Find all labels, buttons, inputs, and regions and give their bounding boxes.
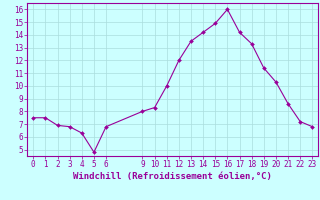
X-axis label: Windchill (Refroidissement éolien,°C): Windchill (Refroidissement éolien,°C)	[73, 172, 272, 181]
